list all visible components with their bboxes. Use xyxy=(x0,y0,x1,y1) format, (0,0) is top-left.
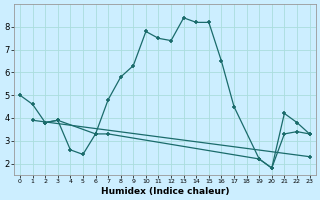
X-axis label: Humidex (Indice chaleur): Humidex (Indice chaleur) xyxy=(100,187,229,196)
